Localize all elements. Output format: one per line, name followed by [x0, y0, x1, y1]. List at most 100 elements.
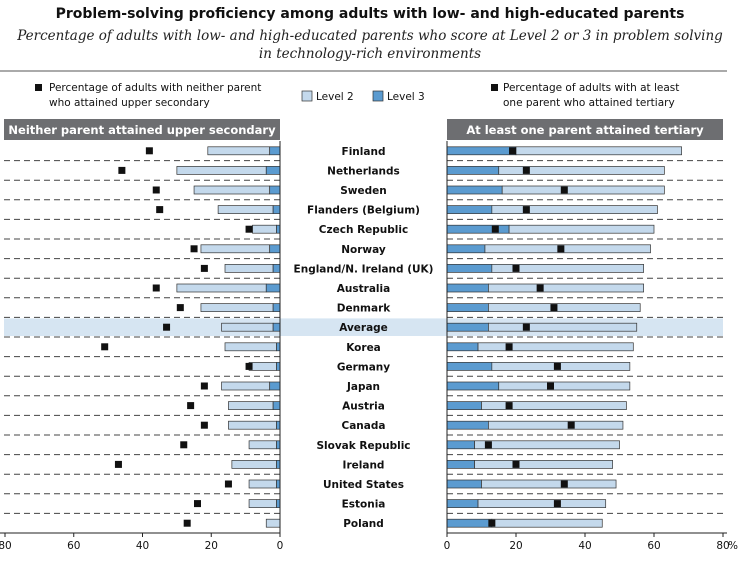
country-label: Norway: [341, 244, 386, 256]
right-marker: [536, 284, 544, 292]
right-bar-level3: [446, 381, 500, 391]
left-bar-level3: [276, 460, 281, 469]
left-bar-level2: [248, 440, 277, 450]
country-label: Finland: [342, 146, 386, 158]
right-bar-level3: [446, 342, 479, 352]
left-marker: [152, 284, 160, 292]
country-label: United States: [323, 479, 404, 491]
right-marker: [488, 519, 496, 527]
chart-subtitle-line2: in technology-rich environments: [259, 46, 481, 62]
right-bar-level2: [484, 244, 651, 254]
left-bar-level2: [207, 146, 271, 156]
right-marker: [553, 362, 561, 370]
left-bar-level2: [176, 283, 267, 293]
left-bar-level3: [269, 244, 281, 254]
left-marker: [145, 147, 153, 155]
right-bar-level2: [501, 185, 665, 195]
left-marker: [180, 441, 188, 449]
left-marker: [101, 343, 109, 351]
right-bar-level2: [488, 322, 638, 332]
left-bar-level2: [224, 342, 277, 352]
left-tick-label: 40: [136, 540, 149, 552]
right-bar-level3: [446, 224, 510, 234]
right-bar-level3: [446, 440, 475, 450]
left-bar-level2: [228, 401, 274, 410]
right-panel-header-label: At least one parent attained tertiary: [466, 123, 704, 137]
legend: Percentage of adults with neither parent…: [35, 82, 679, 109]
left-marker: [190, 245, 198, 253]
left-bar-level2: [228, 420, 277, 430]
left-bar-level3: [276, 224, 281, 234]
left-bar-level2: [221, 322, 274, 332]
chart-subtitle-line1: Percentage of adults with low- and high-…: [16, 28, 723, 44]
legend-level3-label: Level 3: [387, 91, 425, 103]
country-label: Estonia: [342, 499, 386, 511]
right-marker: [553, 500, 561, 508]
right-bar-level3: [446, 166, 500, 175]
left-bar-level2: [200, 303, 274, 312]
right-marker: [512, 264, 520, 272]
left-marker: [114, 460, 122, 468]
right-bar-level3: [446, 322, 489, 332]
left-bar-level3: [269, 185, 281, 195]
left-bar-level3: [276, 362, 281, 371]
left-marker: [200, 264, 208, 272]
right-tick-label: 20: [509, 540, 522, 552]
country-label: Poland: [343, 518, 384, 530]
right-bar-level2: [474, 440, 620, 450]
country-label: Czech Republic: [319, 224, 408, 236]
right-bar-level3: [446, 499, 479, 508]
right-marker: [491, 225, 499, 233]
left-marker: [176, 304, 184, 312]
country-label: Austria: [342, 401, 385, 413]
left-bar-level3: [276, 499, 281, 508]
country-label: Germany: [337, 361, 390, 373]
country-label: England/N. Ireland (UK): [294, 263, 434, 275]
left-marker: [118, 166, 126, 174]
right-marker: [505, 402, 513, 410]
right-axis-unit: %: [728, 540, 738, 552]
left-tick-label: 60: [67, 540, 80, 552]
right-bar-level2: [474, 460, 613, 469]
country-label: Sweden: [340, 185, 387, 197]
country-label: Korea: [346, 342, 381, 354]
right-bar-level3: [446, 518, 493, 528]
right-bar-level2: [477, 342, 634, 352]
right-bar-level3: [446, 264, 493, 273]
left-marker: [183, 519, 191, 527]
right-marker: [522, 166, 530, 174]
left-bar-level2: [176, 166, 267, 175]
right-bar-level3: [446, 420, 489, 430]
country-label: Denmark: [337, 303, 392, 315]
right-bar-level2: [481, 401, 627, 410]
right-tick-label: 40: [578, 540, 591, 552]
right-bar-level3: [446, 185, 503, 195]
left-bar-level3: [265, 166, 281, 175]
left-bar-level3: [272, 264, 281, 273]
left-bar-level3: [265, 283, 281, 293]
country-label: Australia: [337, 283, 390, 295]
country-label: Average: [339, 322, 388, 334]
legend-level2-swatch: [301, 90, 313, 102]
right-bar-level3: [446, 401, 482, 410]
highlight-band: [4, 318, 723, 336]
legend-marker-left-line1: Percentage of adults with neither parent: [49, 82, 261, 94]
country-label: Canada: [342, 420, 386, 432]
right-tick-label: 80: [716, 540, 729, 552]
left-bar-level2: [231, 460, 277, 469]
left-bar-level2: [248, 499, 277, 508]
right-bar-level2: [491, 518, 603, 528]
right-bar-level2: [488, 283, 644, 293]
left-bar-level2: [248, 479, 277, 489]
right-marker: [522, 323, 530, 331]
left-bar-level3: [272, 401, 281, 410]
left-bar-level3: [269, 381, 281, 391]
right-marker: [560, 480, 568, 488]
left-bar-level2: [252, 224, 277, 234]
left-panel-header: [4, 119, 280, 140]
left-bar-level3: [276, 342, 281, 352]
chart-title: Problem-solving proficiency among adults…: [56, 6, 685, 22]
country-label: Flanders (Belgium): [307, 205, 420, 217]
right-bar-level3: [446, 362, 493, 371]
